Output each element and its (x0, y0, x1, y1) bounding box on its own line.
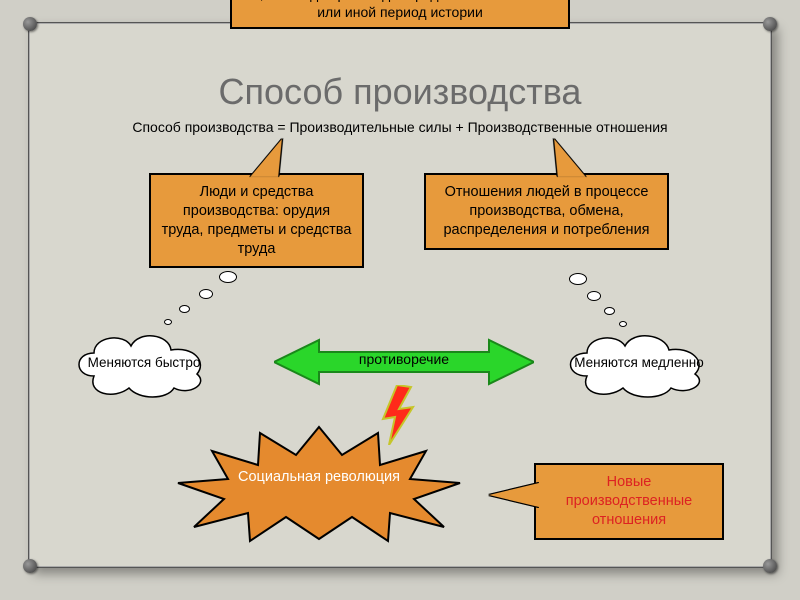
box-productive-forces: Люди и средства производства: орудия тру… (149, 173, 364, 268)
thought-bubble-icon (219, 271, 237, 283)
thought-bubble-icon (587, 291, 601, 301)
cork-board: Способ производства Способ производства … (28, 22, 772, 568)
pin-icon (23, 17, 37, 31)
slide-frame: Способ производства Способ производства … (0, 0, 800, 600)
top-callout: То, как люди производят средства к жизни… (230, 0, 570, 29)
box-production-relations: Отношения людей в процессе производства,… (424, 173, 669, 250)
thought-bubble-icon (199, 289, 213, 299)
cloud-fast-change: Меняются быстро (69, 328, 219, 398)
thought-bubble-icon (619, 321, 627, 327)
callout-tail-icon (250, 139, 296, 177)
pin-icon (763, 17, 777, 31)
lightning-icon (379, 385, 419, 445)
thought-bubble-icon (604, 307, 615, 315)
cloud-left-label: Меняются быстро (74, 355, 215, 371)
thought-bubble-icon (179, 305, 190, 313)
box-new-relations: Новые производственные отношения (534, 463, 724, 540)
arrow-label: противоречие (274, 351, 534, 367)
page-title: Способ производства (29, 71, 771, 113)
formula-text: Способ производства = Производительные с… (29, 119, 771, 135)
starburst-label: Социальная революция (174, 469, 464, 485)
callout-tail-icon (540, 139, 586, 177)
thought-bubble-icon (569, 273, 587, 285)
pin-icon (23, 559, 37, 573)
pin-icon (763, 559, 777, 573)
callout-tail-icon (489, 483, 539, 507)
cloud-right-label: Меняются медленно (560, 355, 718, 371)
cloud-slow-change: Меняются медленно (559, 328, 719, 398)
thought-bubble-icon (164, 319, 172, 325)
